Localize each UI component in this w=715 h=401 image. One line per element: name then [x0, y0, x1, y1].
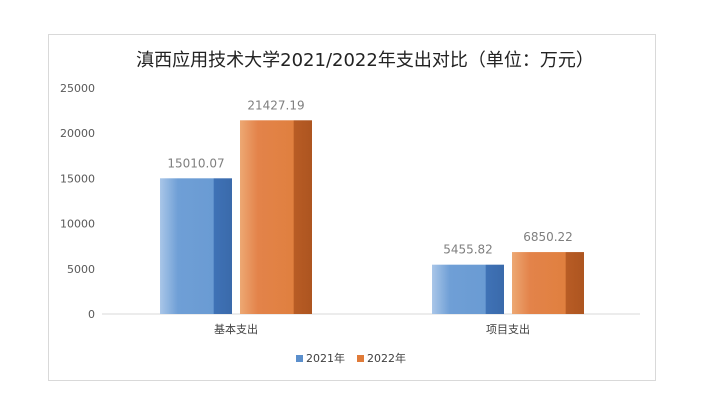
data-label: 15010.07: [167, 156, 224, 170]
chart-frame: [48, 34, 656, 381]
y-tick-label: 20000: [60, 127, 95, 140]
bar-2021-basic: [160, 178, 232, 314]
y-tick-label: 15000: [60, 172, 95, 185]
data-label: 21427.19: [247, 98, 304, 112]
category-label: 基本支出: [214, 322, 258, 336]
bar-2021-project: [432, 264, 504, 314]
legend-swatch-2022: [357, 355, 364, 362]
data-label: 5455.82: [443, 243, 493, 257]
legend-label: 2021年: [306, 351, 345, 365]
legend: 2021年 2022年: [296, 351, 406, 365]
legend-label: 2022年: [367, 351, 406, 365]
category-label: 项目支出: [486, 322, 530, 336]
y-tick-label: 0: [88, 308, 95, 321]
y-tick-label: 25000: [60, 82, 95, 95]
bar-2022-basic: [240, 120, 312, 314]
data-label: 6850.22: [523, 230, 573, 244]
chart-title: 滇西应用技术大学2021/2022年支出对比（单位：万元）: [136, 50, 594, 71]
y-tick-label: 10000: [60, 218, 95, 231]
y-tick-label: 5000: [67, 263, 95, 276]
legend-swatch-2021: [296, 355, 303, 362]
bar-2022-project: [512, 252, 584, 314]
